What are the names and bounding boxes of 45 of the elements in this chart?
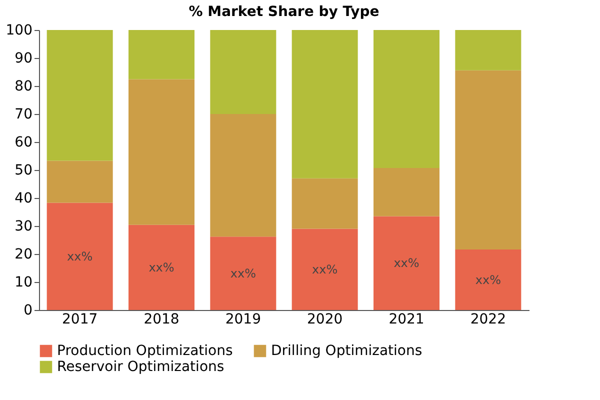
y-tick-label: 60 bbox=[14, 134, 32, 150]
y-tick-label: 0 bbox=[24, 302, 32, 318]
bar bbox=[455, 250, 522, 310]
legend-label: Drilling Optimizations bbox=[271, 343, 422, 359]
bar bbox=[210, 114, 276, 237]
chart-title: % Market Share by Type bbox=[188, 4, 380, 20]
bar bbox=[292, 30, 358, 178]
bar bbox=[374, 30, 440, 168]
data-label: xx% bbox=[148, 260, 174, 274]
bar bbox=[455, 70, 522, 250]
y-tick-label: 80 bbox=[14, 78, 32, 94]
bar bbox=[292, 178, 358, 229]
bar bbox=[374, 216, 440, 310]
bar bbox=[128, 79, 194, 225]
y-tick-label: 10 bbox=[14, 274, 32, 290]
data-label: xx% bbox=[67, 249, 93, 264]
y-tick-label: 50 bbox=[14, 162, 32, 178]
bar bbox=[210, 236, 276, 310]
bar bbox=[128, 224, 194, 310]
bar bbox=[128, 30, 194, 80]
bar bbox=[455, 30, 522, 70]
x-tick-label: 2019 bbox=[225, 312, 261, 328]
legend-label: Reservoir Optimizations bbox=[57, 359, 224, 375]
y-tick-label: 40 bbox=[14, 190, 32, 206]
data-label: xx% bbox=[394, 256, 420, 270]
y-tick-label: 90 bbox=[14, 50, 32, 66]
data-label: xx% bbox=[230, 266, 256, 280]
bar bbox=[374, 168, 440, 216]
x-tick-label: 2018 bbox=[144, 312, 180, 328]
y-tick-label: 100 bbox=[6, 22, 32, 38]
bar bbox=[46, 160, 113, 203]
x-tick-label: 2017 bbox=[62, 312, 98, 328]
bar bbox=[292, 228, 358, 310]
data-label: xx% bbox=[475, 272, 501, 287]
y-tick-label: 30 bbox=[14, 218, 32, 234]
bar bbox=[46, 202, 113, 310]
bar bbox=[210, 30, 276, 114]
bar bbox=[46, 30, 113, 161]
x-tick-label: 2020 bbox=[307, 312, 343, 328]
x-tick-label: 2021 bbox=[388, 312, 424, 328]
legend-label: Production Optimizations bbox=[57, 343, 233, 359]
data-label: xx% bbox=[312, 262, 338, 276]
x-tick-label: 2022 bbox=[470, 312, 506, 328]
y-tick-label: 70 bbox=[14, 106, 32, 122]
y-tick-label: 20 bbox=[14, 246, 32, 262]
